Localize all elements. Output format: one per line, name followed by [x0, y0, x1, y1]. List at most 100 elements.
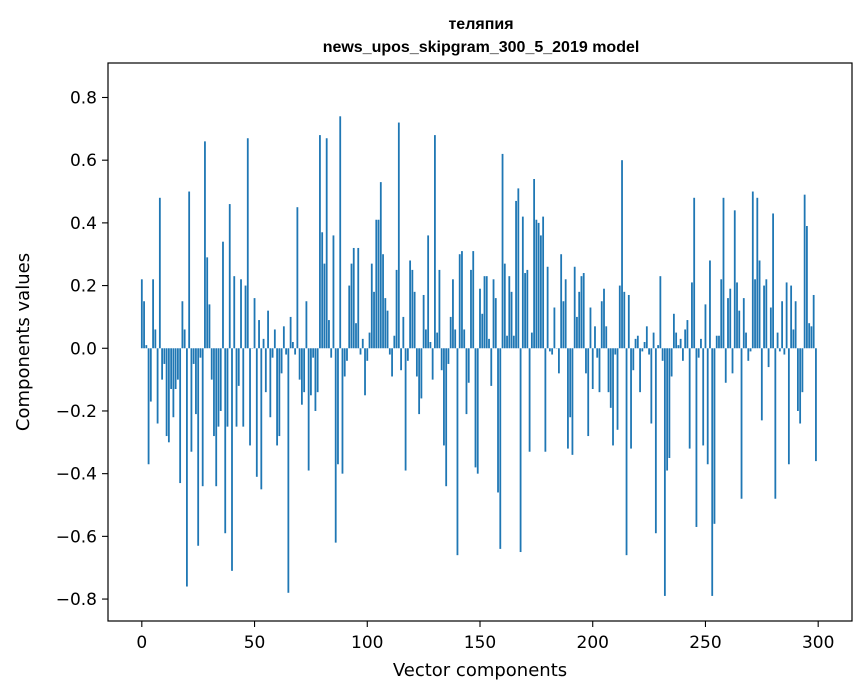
x-tick-label: 200: [577, 633, 609, 653]
bar: [760, 348, 763, 421]
bar: [346, 348, 348, 361]
bar: [260, 348, 263, 490]
bar: [400, 348, 402, 371]
bar: [544, 348, 547, 452]
bar: [303, 348, 306, 393]
bar: [781, 301, 784, 349]
bar: [420, 348, 423, 399]
bar: [242, 348, 245, 427]
bar: [375, 219, 378, 349]
bar: [666, 348, 669, 471]
bar: [188, 191, 191, 349]
bar: [190, 348, 193, 452]
bar: [754, 279, 756, 349]
bar: [361, 338, 364, 349]
bar: [343, 348, 346, 377]
bar: [571, 348, 574, 455]
bar: [524, 273, 526, 349]
bar: [742, 298, 745, 349]
bar: [657, 345, 660, 349]
bar: [165, 348, 168, 437]
bar: [693, 197, 696, 349]
bar: [709, 260, 711, 349]
bar: [264, 348, 267, 393]
bar: [634, 338, 637, 349]
bar: [623, 291, 626, 349]
bar: [411, 269, 414, 349]
bar: [517, 188, 520, 349]
y-tick-label: 0.4: [70, 214, 97, 234]
bar: [515, 200, 517, 349]
bar: [431, 348, 434, 380]
bar: [176, 348, 179, 380]
bar: [533, 178, 536, 349]
bar: [636, 335, 639, 349]
bar: [323, 263, 326, 349]
bar: [325, 138, 328, 349]
bar: [587, 348, 590, 437]
bar: [163, 348, 166, 364]
bar: [452, 279, 454, 349]
bar: [528, 348, 531, 452]
bar: [339, 116, 342, 349]
x-tick-label: 300: [802, 633, 834, 653]
bar: [289, 316, 292, 349]
bar: [607, 348, 610, 393]
bar: [258, 320, 260, 349]
bar: [418, 348, 421, 415]
bar: [282, 326, 285, 349]
bar: [537, 222, 540, 349]
bar: [454, 329, 457, 349]
bar: [415, 348, 418, 377]
bar: [801, 348, 804, 393]
bar: [348, 285, 351, 349]
bar: [616, 348, 619, 430]
y-axis-ticks: −0.8 −0.6 −0.4 −0.2 0.0 0.2 0.4 0.6 0.8: [56, 88, 108, 610]
bar: [192, 348, 195, 364]
bar: [751, 191, 754, 349]
bar: [727, 298, 729, 349]
bar: [179, 348, 182, 484]
bar: [567, 348, 569, 449]
x-tick-label: 0: [136, 633, 147, 653]
bar: [645, 326, 648, 349]
x-tick-label: 150: [464, 633, 496, 653]
bar: [267, 310, 269, 349]
bar: [440, 348, 443, 371]
bar: [810, 326, 813, 349]
bar: [197, 348, 200, 546]
bar: [542, 216, 545, 349]
bar: [154, 329, 157, 349]
bar: [652, 332, 655, 349]
bar: [213, 348, 215, 437]
bar: [368, 332, 371, 349]
bar: [627, 294, 630, 349]
bar: [530, 332, 533, 349]
y-tick-label: −0.6: [56, 527, 97, 547]
bar: [679, 338, 682, 349]
bar: [373, 291, 375, 349]
bar: [551, 348, 554, 355]
bar: [718, 335, 720, 349]
bar: [499, 348, 502, 549]
bar: [738, 310, 741, 349]
bar: [697, 348, 700, 358]
bar: [201, 348, 204, 487]
bar: [352, 247, 355, 349]
bar: [560, 254, 563, 349]
bar: [359, 348, 362, 355]
bar: [659, 276, 662, 349]
bar: [170, 348, 173, 390]
bar: [445, 348, 448, 487]
bar: [704, 304, 707, 349]
bar: [769, 307, 772, 349]
bar: [276, 348, 278, 446]
bar: [167, 348, 170, 443]
bar: [562, 301, 565, 349]
bar: [749, 348, 752, 352]
bar: [672, 313, 675, 349]
bar: [756, 197, 759, 349]
bar: [152, 279, 154, 349]
bar: [639, 348, 641, 393]
bar: [316, 348, 319, 393]
